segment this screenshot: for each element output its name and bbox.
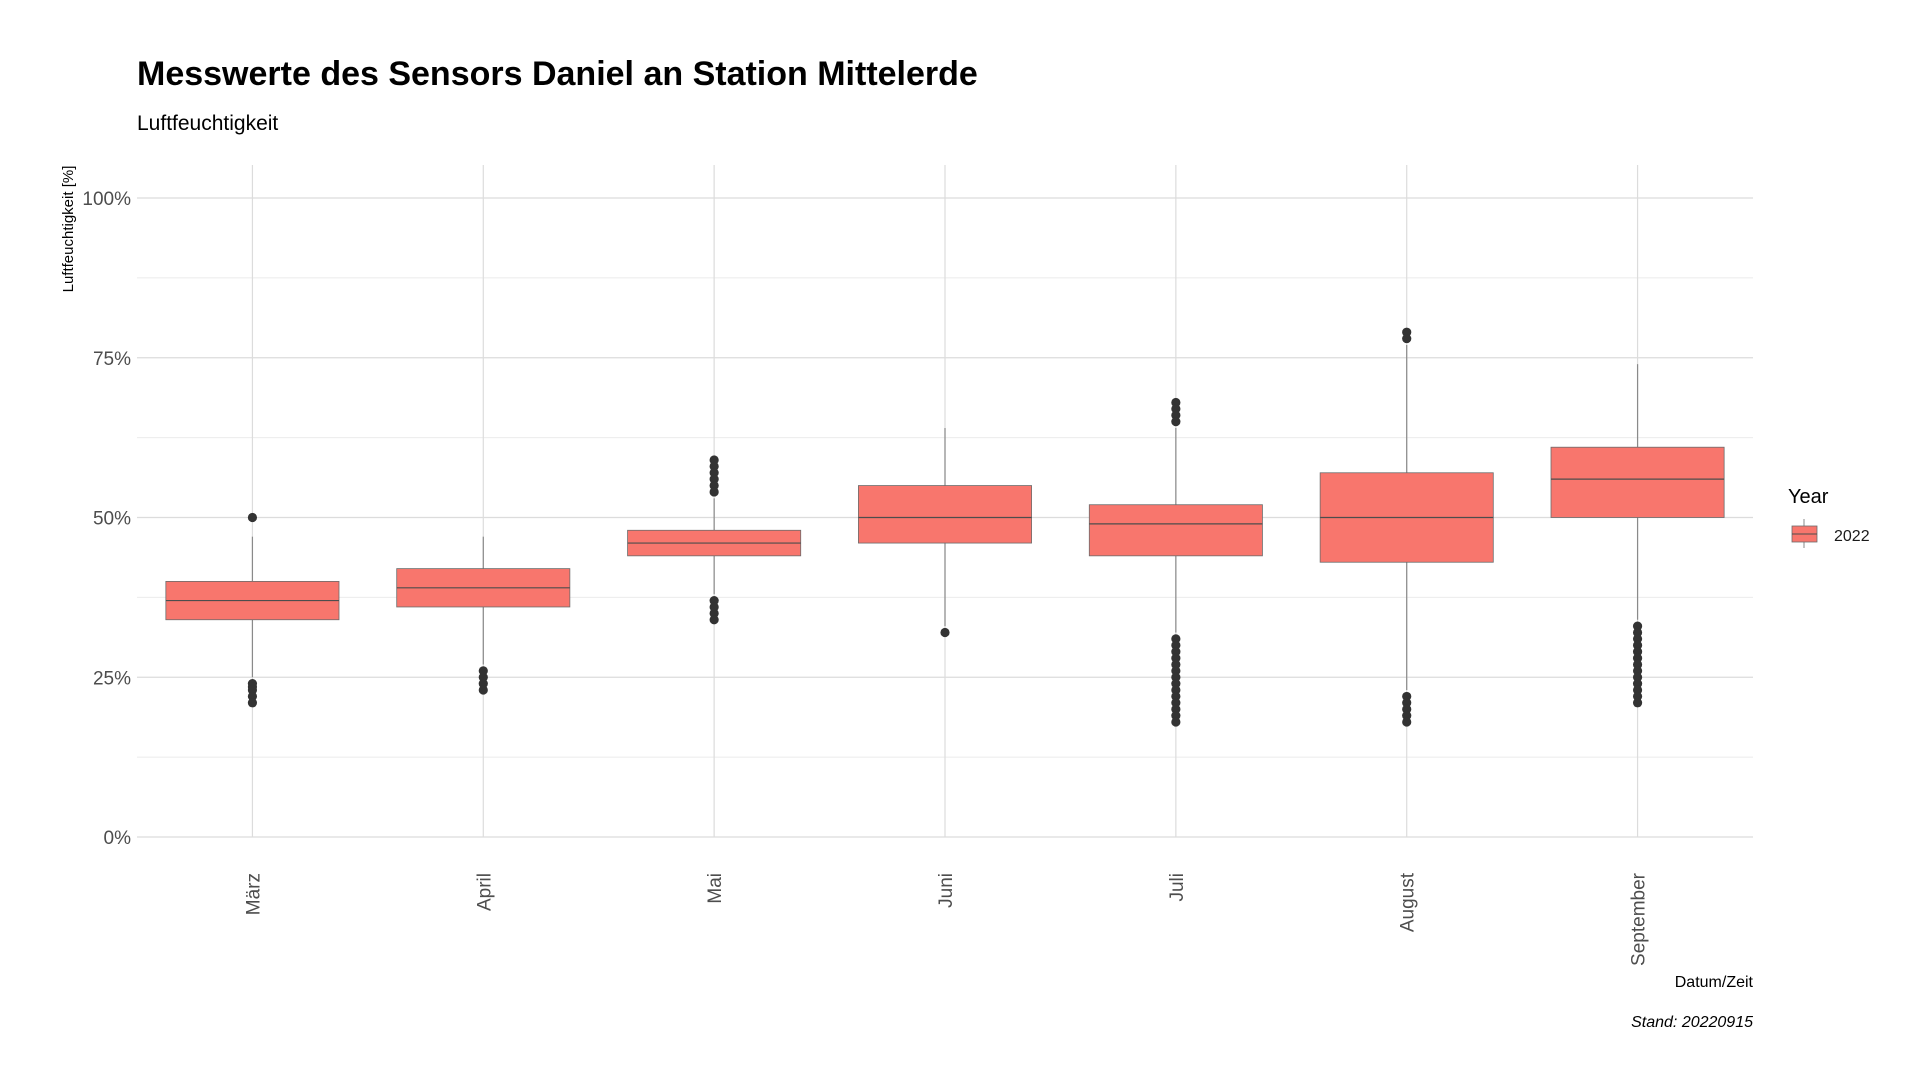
outlier-point <box>1171 710 1181 721</box>
boxplot-layer <box>165 327 1725 727</box>
outlier-point <box>1632 685 1643 695</box>
x-axis-title: Datum/Zeit <box>1675 974 1754 991</box>
outlier-point <box>1171 417 1181 427</box>
y-tick-label: 75% <box>93 349 131 370</box>
outlier-point <box>478 672 488 682</box>
outlier-point <box>1632 640 1643 650</box>
y-tick-label: 0% <box>104 828 132 849</box>
x-tick-label: Juni <box>936 873 957 908</box>
outlier-point <box>478 679 488 689</box>
outlier-point <box>709 602 719 612</box>
outlier-point <box>709 461 719 471</box>
outlier-point <box>1632 621 1643 631</box>
x-tick-label: August <box>1398 872 1419 932</box>
axis-layer: 0% 25% 50% 75% 100% März April Mai Juni Juli Augus… <box>82 189 1649 966</box>
outlier-point <box>1171 691 1181 702</box>
x-tick-label: September <box>1629 872 1650 966</box>
y-tick-label: 50% <box>93 509 131 530</box>
outlier-point <box>1171 640 1181 650</box>
outlier-point <box>1632 672 1643 682</box>
outlier-point <box>1171 410 1181 420</box>
outlier-point <box>1632 647 1643 657</box>
x-tick-label: Juli <box>1167 873 1188 902</box>
outlier-point <box>709 615 719 625</box>
y-tick-label: 100% <box>82 189 131 210</box>
outlier-point <box>709 455 719 465</box>
outlier-point <box>1171 647 1181 657</box>
outlier-point <box>1632 666 1643 676</box>
box <box>858 485 1032 544</box>
outlier-point <box>709 474 719 484</box>
outlier-point <box>709 595 719 606</box>
outlier-point <box>709 480 719 491</box>
outlier-point <box>1171 634 1181 644</box>
outlier-point <box>1171 698 1181 708</box>
outlier-point <box>1402 327 1412 337</box>
chart-title: Messwerte des Sensors Daniel an Station … <box>137 55 978 93</box>
outlier-point <box>1402 698 1412 708</box>
outlier-point <box>1171 717 1181 727</box>
outlier-point <box>1632 653 1643 663</box>
box <box>1550 446 1725 518</box>
outlier-point <box>1632 691 1643 702</box>
outlier-point <box>1402 704 1412 714</box>
outlier-point <box>247 698 258 708</box>
outlier-point <box>1171 404 1181 414</box>
outlier-point <box>1632 698 1643 708</box>
outlier-point <box>1632 659 1643 670</box>
outlier-point <box>940 627 950 638</box>
outlier-point <box>247 691 258 702</box>
chart-caption: Stand: 20220915 <box>1631 1014 1753 1031</box>
x-tick-label: März <box>243 873 264 915</box>
outlier-point <box>1171 672 1181 682</box>
outlier-point <box>1402 717 1412 727</box>
outlier-point <box>1402 691 1412 702</box>
outlier-point <box>247 512 258 523</box>
outlier-point <box>1632 627 1643 638</box>
box <box>1088 504 1263 557</box>
outlier-point <box>1171 397 1181 408</box>
outlier-point <box>1171 653 1181 663</box>
outlier-point <box>1171 679 1181 689</box>
outlier-point <box>1632 634 1643 644</box>
chart-subtitle: Luftfeuchtigkeit <box>137 112 278 135</box>
y-axis-title: Luftfeuchtigkeit [%] <box>60 166 77 293</box>
outlier-point <box>1171 666 1181 676</box>
outlier-point <box>709 468 719 478</box>
legend: Year 2022 <box>1788 486 1870 548</box>
outlier-point <box>478 685 488 695</box>
outlier-point <box>1171 685 1181 695</box>
outlier-point <box>709 608 719 618</box>
x-tick-label: Mai <box>705 873 726 904</box>
legend-entry-2022: 2022 <box>1834 528 1870 545</box>
outlier-point <box>1402 710 1412 721</box>
y-tick-label: 25% <box>93 668 131 689</box>
outlier-point <box>1171 659 1181 670</box>
legend-title: Year <box>1788 486 1829 508</box>
outlier-point <box>247 685 258 695</box>
outlier-point <box>478 666 488 676</box>
outlier-point <box>1171 704 1181 714</box>
outlier-point <box>1402 333 1412 344</box>
x-tick-label: April <box>474 873 495 911</box>
outlier-point <box>1632 679 1643 689</box>
outlier-point <box>709 487 719 497</box>
